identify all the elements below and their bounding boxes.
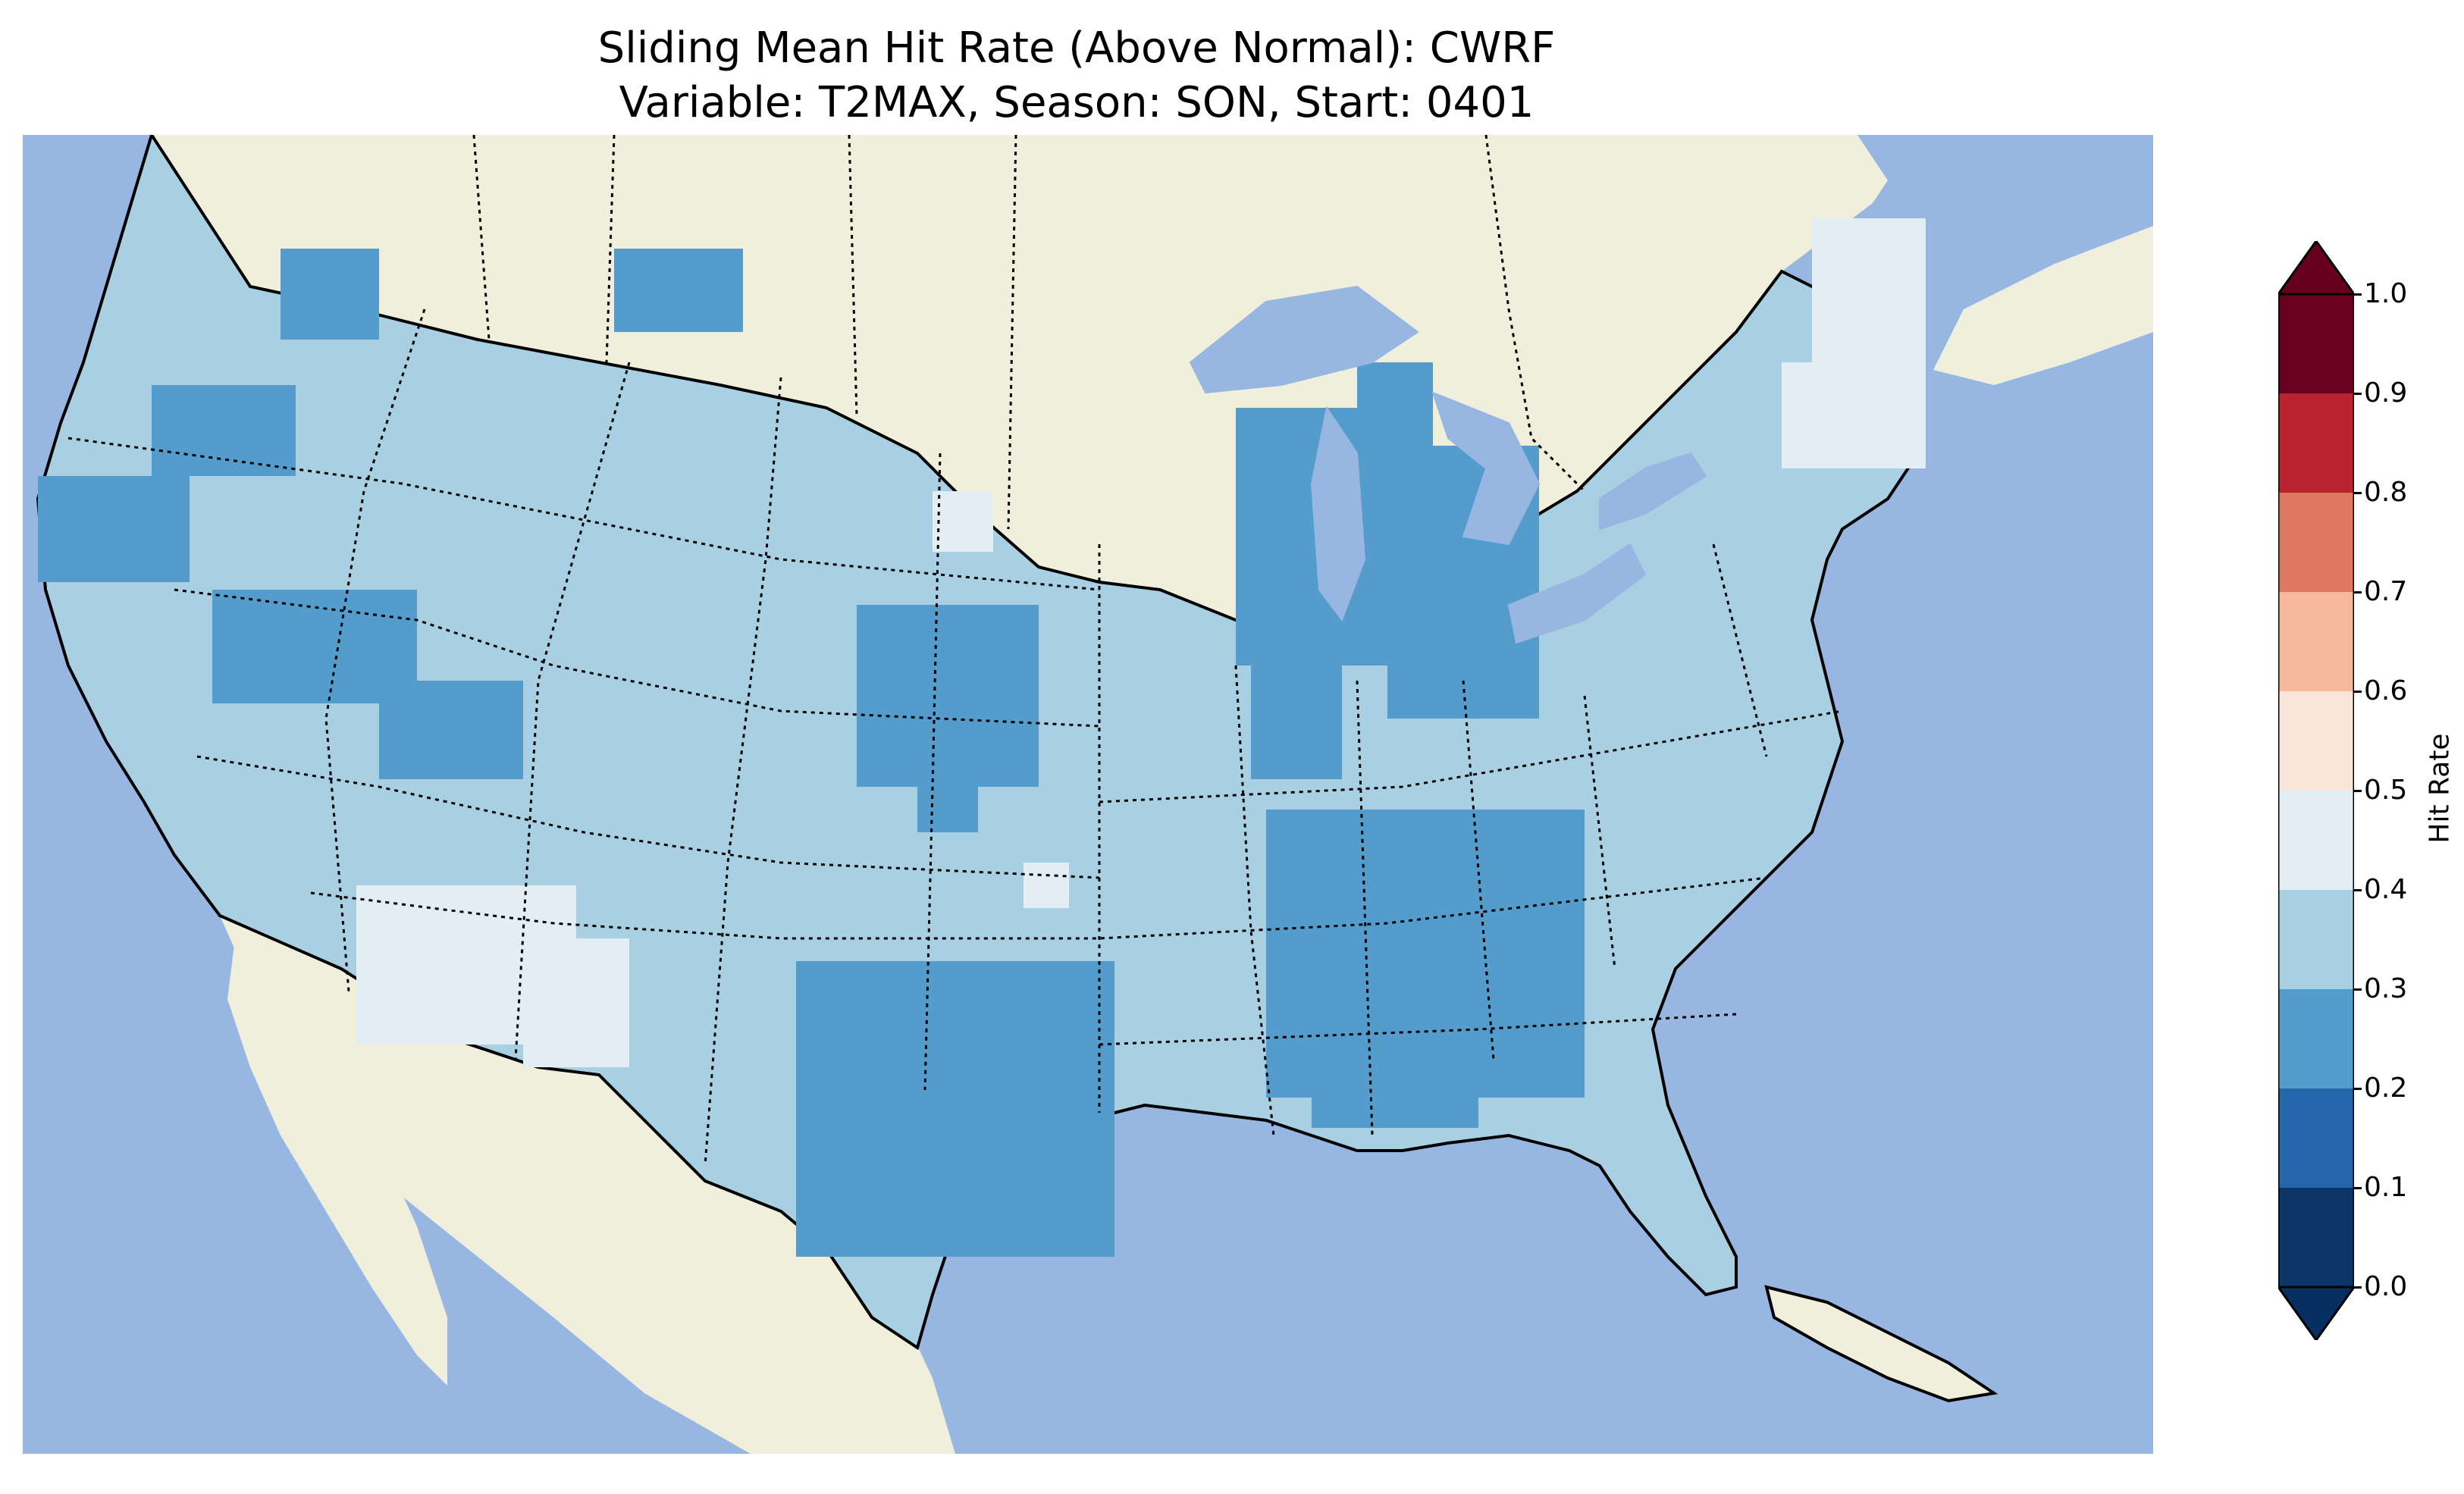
colorbar-tick-label: 1.0 xyxy=(2364,278,2408,309)
colorbar-tick-mark xyxy=(2354,1088,2362,1090)
colorbar-tick-label: 0.3 xyxy=(2364,973,2408,1004)
canada-borders xyxy=(472,135,1586,530)
colorbar-bin xyxy=(2278,493,2354,592)
map-svg xyxy=(23,135,2153,1454)
colorbar-tick-label: 0.0 xyxy=(2364,1271,2408,1302)
colorbar-tick-mark xyxy=(2354,1286,2362,1289)
title-line-2: Variable: T2MAX, Season: SON, Start: 040… xyxy=(619,78,1535,127)
colorbar-label: Hit Rate xyxy=(2424,733,2456,844)
high-hit-rate-patches xyxy=(356,218,1926,1067)
great-lakes xyxy=(1189,285,1707,644)
colorbar-bin xyxy=(2278,791,2354,890)
colorbar-tick-mark xyxy=(2354,889,2362,891)
title-line-1: Sliding Mean Hit Rate (Above Normal): CW… xyxy=(597,23,1556,73)
colorbar-bin xyxy=(2278,1088,2354,1188)
state-borders xyxy=(67,309,1843,1167)
colorbar-under-triangle xyxy=(2278,1286,2354,1340)
maritimes-land xyxy=(1933,226,2153,385)
low-hit-rate-patches xyxy=(38,249,1585,1257)
colorbar-tick-label: 0.7 xyxy=(2364,576,2408,607)
colorbar-tick-mark xyxy=(2354,691,2362,693)
colorbar-tick-label: 0.5 xyxy=(2364,775,2408,806)
colorbar-tick-mark xyxy=(2354,988,2362,991)
colorbar-bin xyxy=(2278,294,2354,393)
map-title: Sliding Mean Hit Rate (Above Normal): CW… xyxy=(0,21,2153,130)
baja-land xyxy=(227,938,447,1386)
colorbar-tick-mark xyxy=(2354,492,2362,494)
colorbar-tick-mark xyxy=(2354,591,2362,594)
colorbar-tick-label: 0.2 xyxy=(2364,1073,2408,1104)
colorbar-bin xyxy=(2278,691,2354,791)
cuba-island xyxy=(1764,1285,1998,1403)
map-panel xyxy=(23,135,2153,1454)
colorbar-tick-label: 0.9 xyxy=(2364,377,2408,409)
colorbar-tick-label: 0.4 xyxy=(2364,874,2408,905)
colorbar-bin xyxy=(2278,1188,2354,1287)
colorbar-bin xyxy=(2278,592,2354,691)
colorbar-tick-label: 0.1 xyxy=(2364,1172,2408,1203)
colorbar-tick-mark xyxy=(2354,393,2362,395)
colorbar-tick-label: 0.6 xyxy=(2364,675,2408,706)
colorbar-bin xyxy=(2278,989,2354,1088)
colorbar-over-triangle xyxy=(2278,241,2354,296)
colorbar-tick-mark xyxy=(2354,1187,2362,1189)
colorbar-bin xyxy=(2278,393,2354,493)
colorbar-tick-label: 0.8 xyxy=(2364,477,2408,508)
colorbar-outline xyxy=(2278,293,2354,1289)
colorbar-bin xyxy=(2278,890,2354,989)
colorbar-tick-mark xyxy=(2354,293,2362,296)
colorbar xyxy=(2278,241,2354,1340)
colorbar-tick-mark xyxy=(2354,790,2362,792)
mexico-land xyxy=(220,916,955,1454)
